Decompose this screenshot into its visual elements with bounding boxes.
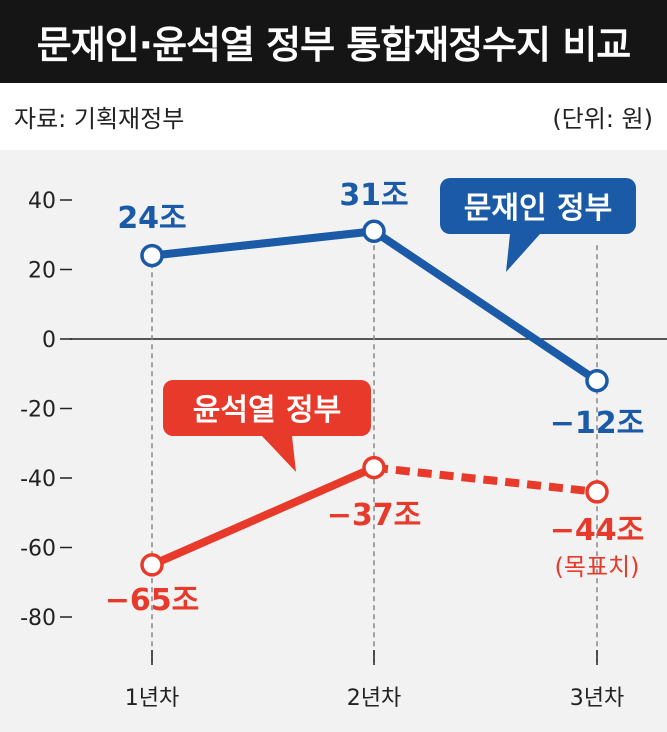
data-label: −65조 — [105, 583, 200, 618]
data-label: 31조 — [339, 178, 408, 213]
series-line-segment — [373, 463, 598, 496]
data-point — [140, 243, 164, 268]
title-bar: 문재인·윤석열 정부 통합재정수지 비교 — [0, 0, 667, 83]
y-tick-label: -20 — [20, 398, 56, 423]
source-label: 자료: 기획재정부 — [14, 105, 185, 133]
x-tick-label: 3년차 — [570, 686, 624, 711]
series-line-segment — [151, 227, 375, 260]
data-point — [362, 219, 386, 244]
data-point — [585, 480, 609, 504]
chart-area: 40 20 0 -20 -40 -60 -80 1년차 2년차 3년차 24조 31조 −12조 −65조… — [0, 150, 667, 732]
legend-label-moon: 문재인 정부 — [464, 191, 612, 226]
data-point — [362, 455, 386, 480]
data-label: −37조 — [327, 498, 422, 533]
y-tick-label: 40 — [28, 189, 56, 214]
line-chart: 40 20 0 -20 -40 -60 -80 1년차 2년차 3년차 24조 31조 −12조 −65조… — [20, 178, 667, 711]
data-point — [585, 368, 609, 393]
legend-label-yoon: 윤석열 정부 — [193, 393, 341, 428]
legend-pointer-moon — [506, 234, 540, 272]
legend-pointer-yoon — [262, 436, 296, 472]
data-label: 24조 — [117, 201, 186, 236]
y-tick-label: -60 — [20, 537, 56, 562]
y-tick-label: 20 — [28, 259, 56, 284]
target-note-label: (목표치) — [555, 553, 640, 581]
unit-label: (단위: 원) — [552, 105, 653, 133]
y-tick-label: 0 — [42, 328, 56, 353]
legend-box-yoon — [163, 380, 371, 436]
y-tick-label: -80 — [20, 606, 56, 631]
data-label: −44조 — [550, 513, 645, 548]
x-tick-label: 2년차 — [347, 686, 401, 711]
series-line-segment — [150, 463, 376, 569]
y-tick-label: -40 — [20, 467, 56, 492]
x-tick-label: 1년차 — [125, 686, 179, 711]
subtitle-row: 자료: 기획재정부 (단위: 원) — [0, 95, 667, 135]
legend-box-moon — [440, 178, 636, 234]
data-label: −12조 — [550, 406, 645, 441]
series-line-segment — [371, 227, 600, 385]
chart-title: 문재인·윤석열 정부 통합재정수지 비교 — [36, 23, 631, 67]
data-point — [140, 553, 164, 577]
